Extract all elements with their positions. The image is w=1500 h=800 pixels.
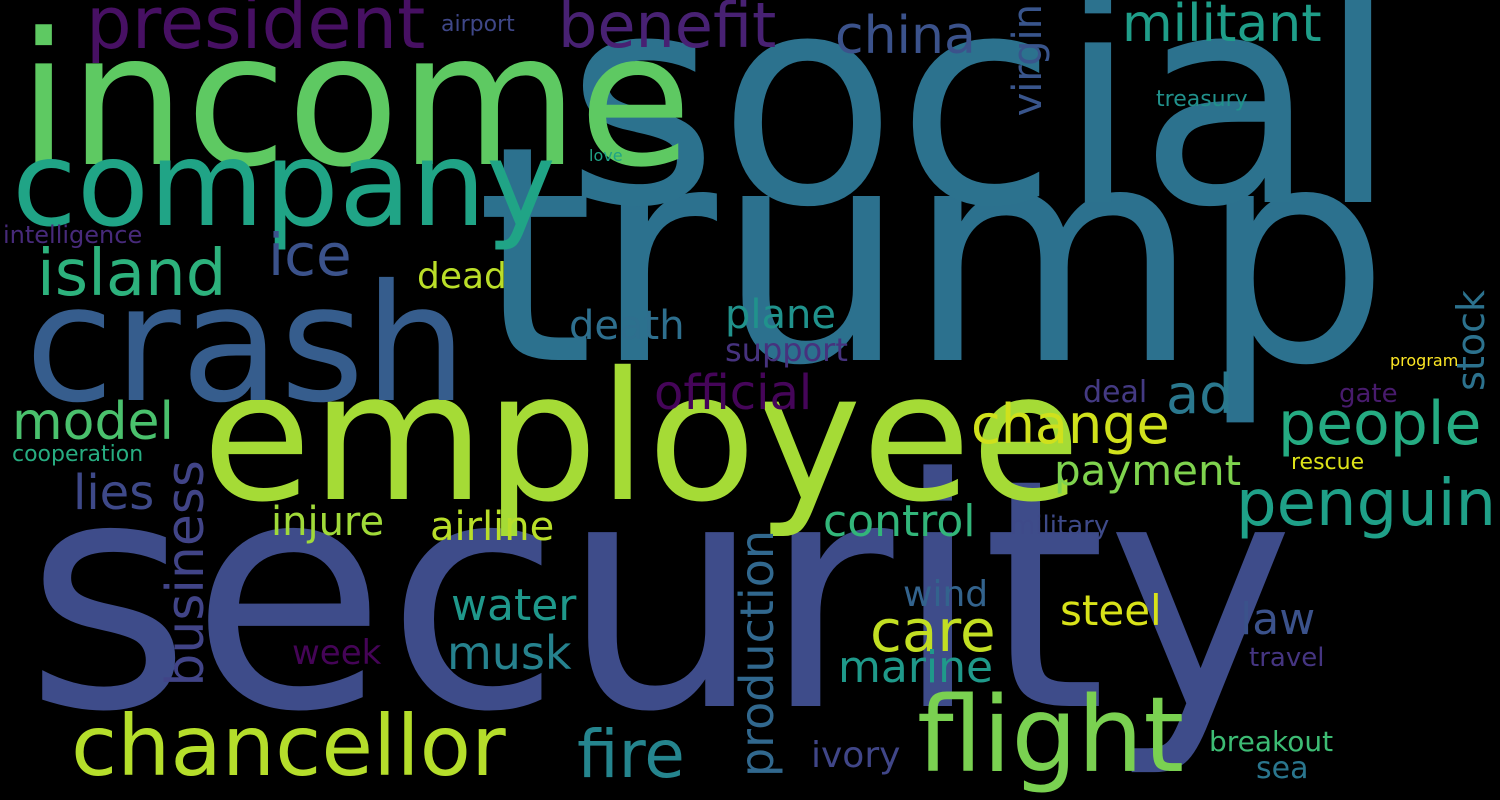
word-travel: travel (1249, 643, 1325, 673)
word-chancellor: chancellor (71, 697, 506, 795)
word-airport: airport (441, 12, 515, 37)
word-people: people (1278, 389, 1482, 459)
word-benefit: benefit (558, 0, 777, 62)
word-flight: flight (917, 674, 1185, 796)
word-stock: stock (1449, 290, 1493, 391)
word-ice: ice (268, 221, 352, 289)
word-marine: marine (838, 642, 994, 693)
word-trump: trump (476, 82, 1390, 431)
word-breakout: breakout (1209, 725, 1334, 758)
word-rescue: rescue (1291, 450, 1365, 475)
word-dead: dead (417, 256, 507, 297)
word-production: production (730, 530, 784, 778)
word-china: china (835, 6, 976, 66)
word-deal: deal (1083, 375, 1148, 410)
word-death: death (569, 303, 685, 349)
word-military: military (1010, 511, 1110, 541)
word-income: income (18, 0, 692, 208)
word-crash: crash (25, 251, 468, 439)
word-lies: lies (73, 465, 155, 521)
word-security: security (25, 411, 1295, 781)
word-president: president (86, 0, 426, 65)
word-control: control (823, 496, 976, 547)
word-water: water (451, 580, 577, 631)
word-payment: payment (1054, 446, 1242, 495)
word-gate: gate (1339, 379, 1398, 409)
word-airline: airline (430, 504, 555, 550)
word-musk: musk (447, 626, 572, 680)
word-company: company (12, 115, 556, 253)
word-ad: ad (1166, 363, 1234, 426)
word-model: model (12, 392, 174, 452)
word-employee: employee (202, 334, 1081, 541)
word-love: love (589, 146, 623, 165)
word-treasury: treasury (1156, 87, 1248, 112)
word-plane: plane (725, 292, 836, 338)
word-official: official (654, 365, 813, 421)
word-militant: militant (1122, 0, 1322, 54)
word-island: island (37, 237, 227, 311)
word-virgin: virgin (1005, 4, 1051, 117)
word-support: support (725, 331, 848, 369)
word-penguin: penguin (1236, 467, 1497, 541)
word-business: business (156, 460, 216, 687)
word-sea: sea (1256, 751, 1309, 786)
word-social: social (566, 0, 1399, 271)
word-wind: wind (903, 574, 989, 615)
word-fire: fire (577, 716, 685, 793)
word-program: program (1390, 351, 1459, 370)
word-care: care (870, 597, 996, 665)
word-injure: injure (271, 499, 385, 545)
word-law: law (1240, 594, 1316, 645)
word-ivory: ivory (811, 735, 901, 776)
word-steel: steel (1060, 586, 1162, 635)
word-intelligence: intelligence (3, 221, 143, 249)
word-week: week (292, 633, 382, 673)
word-cooperation: cooperation (12, 442, 144, 467)
word-change: change (971, 393, 1170, 456)
